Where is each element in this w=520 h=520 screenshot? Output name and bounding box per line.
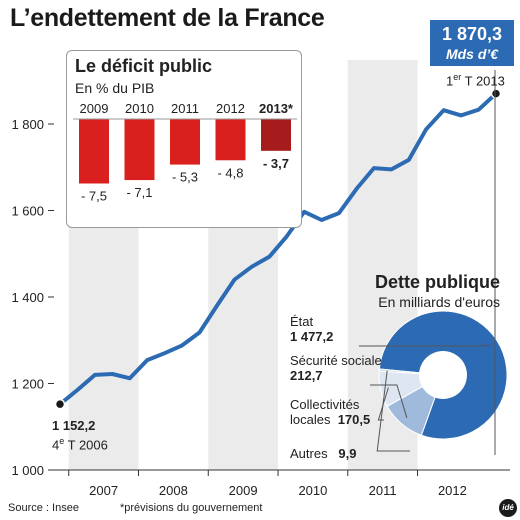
pie-label-autres: Autres 9,9 — [290, 446, 357, 461]
deficit-value-label: - 4,8 — [217, 165, 243, 180]
deficit-bar — [261, 119, 291, 151]
ide-logo: idé — [499, 499, 517, 517]
end-point — [490, 88, 502, 99]
x-tick-label: 2007 — [89, 483, 118, 498]
latest-unit: Mds d’€ — [445, 46, 499, 62]
y-tick-label: 1 800 — [11, 117, 44, 132]
pie-leader-line — [377, 387, 389, 421]
deficit-value-label: - 5,3 — [172, 170, 198, 185]
debt-series-line — [58, 91, 498, 407]
y-tick-label: 1 000 — [11, 463, 44, 478]
pie-label-collectivites-name: Collectivités — [290, 397, 360, 412]
pie-label-collectivites-value: 170,5 — [337, 412, 371, 427]
latest-value: 1 870,3 — [441, 24, 503, 44]
deficit-bar — [124, 119, 155, 181]
pie-label-etat-value: 1 477,2 — [290, 329, 334, 344]
x-tick-label: 2012 — [438, 483, 467, 498]
y-tick-label: 1 600 — [11, 204, 44, 219]
pie-label-etat-name: État — [290, 314, 314, 329]
pie-subtitle: En milliards d'euros — [378, 294, 500, 310]
forecast-note: *prévisions du gouvernement — [120, 502, 263, 514]
deficit-inset: Le déficit public En % du PIB 2009- 7,5 2… — [66, 50, 302, 228]
start-date: 4e T 2006 — [52, 436, 108, 453]
x-tick-label: 2009 — [229, 483, 258, 498]
pie-leader-line — [359, 344, 491, 347]
pie-hole — [419, 351, 467, 399]
deficit-year-label: 2012 — [216, 101, 245, 116]
pie-title: Dette publique — [375, 272, 500, 292]
deficit-value-label: - 7,5 — [81, 189, 107, 204]
chart-title: L’endettement de la France — [10, 4, 325, 32]
x-tick-label: 2011 — [369, 483, 397, 498]
pie-leader-line — [376, 370, 410, 452]
deficit-bar — [170, 119, 200, 165]
deficit-bar — [215, 119, 246, 161]
start-value: 1 152,2 — [52, 418, 96, 433]
deficit-bar — [79, 119, 109, 184]
deficit-year-label: 2011 — [171, 101, 199, 116]
deficit-year-label: 2009 — [80, 101, 109, 116]
pie-label-autres-name: Autres — [290, 446, 328, 461]
pie-label-secu: Sécurité sociale 212,7 — [290, 353, 382, 383]
start-point — [54, 398, 66, 410]
pie-leader-line — [370, 384, 408, 418]
deficit-value-label: - 7,1 — [126, 185, 152, 200]
x-tick-label: 2010 — [298, 483, 327, 498]
y-tick-label: 1 200 — [11, 377, 44, 392]
pie-label-autres-value: 9,9 — [338, 446, 357, 461]
deficit-subtitle: En % du PIB — [75, 80, 155, 96]
deficit-year-label: 2010 — [125, 101, 154, 116]
pie-label-etat: État 1 477,2 — [290, 314, 333, 344]
pie-label-collectivites: Collectivités locales 170,5 — [290, 397, 371, 427]
deficit-bar-chart: 2009 - 7,5 2010 - 7,1 2011 - 5,3 2012 - 4,8 2013… — [73, 101, 297, 204]
source-note: Source : Insee — [8, 502, 79, 514]
deficit-title: Le déficit public — [75, 56, 213, 76]
deficit-value-label: - 3,7 — [263, 156, 289, 171]
y-tick-label: 1 400 — [11, 290, 44, 305]
pie-label-secu-name: Sécurité sociale — [290, 353, 382, 368]
deficit-year-label: 2013* — [259, 101, 294, 116]
x-tick-label: 2008 — [159, 483, 188, 498]
latest-value-box: 1 870,3 Mds d’€ — [430, 20, 514, 66]
latest-date: 1er T 2013 — [446, 72, 505, 89]
pie-label-secu-value: 212,7 — [290, 368, 323, 383]
